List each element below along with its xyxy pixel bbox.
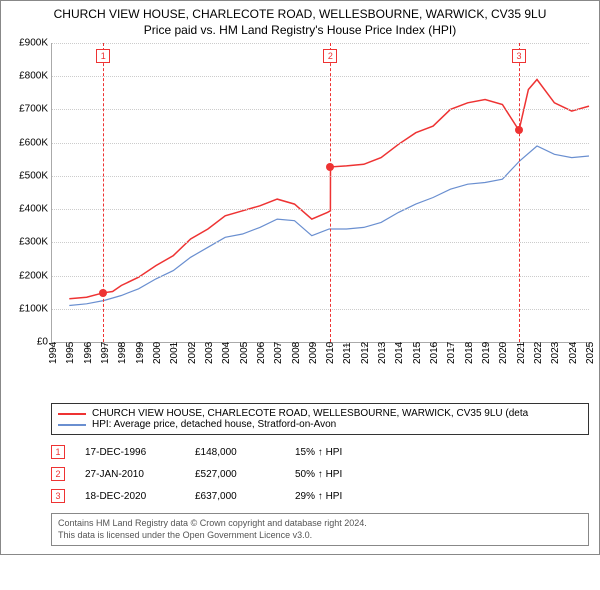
legend-row: CHURCH VIEW HOUSE, CHARLECOTE ROAD, WELL… [58,408,582,419]
legend-swatch [58,424,86,426]
event-marker-line: 3 [519,43,520,342]
event-num-badge: 3 [51,489,65,503]
legend-label: CHURCH VIEW HOUSE, CHARLECOTE ROAD, WELL… [92,408,528,419]
x-axis-label: 2013 [377,342,388,364]
x-axis-label: 2008 [291,342,302,364]
y-axis-label: £100K [4,303,48,314]
y-gridline [52,209,589,210]
x-axis-label: 2018 [464,342,475,364]
x-axis-label: 2014 [394,342,405,364]
footer-line1: Contains HM Land Registry data © Crown c… [58,518,582,530]
y-axis-label: £900K [4,38,48,49]
event-price: £637,000 [195,491,275,502]
title-block: CHURCH VIEW HOUSE, CHARLECOTE ROAD, WELL… [1,1,599,39]
event-row: 3 18-DEC-2020 £637,000 29% ↑ HPI [51,485,589,507]
x-axis-label: 2006 [256,342,267,364]
title-line1: CHURCH VIEW HOUSE, CHARLECOTE ROAD, WELL… [5,7,595,21]
event-price: £148,000 [195,447,275,458]
chart-area: £0 £100K £200K £300K £400K £500K £600K £700K £80… [1,39,599,399]
y-gridline [52,309,589,310]
x-axis-label: 2012 [360,342,371,364]
x-axis-label: 2001 [169,342,180,364]
event-date: 18-DEC-2020 [85,491,175,502]
legend-label: HPI: Average price, detached house, Stra… [92,419,336,430]
chart-container: CHURCH VIEW HOUSE, CHARLECOTE ROAD, WELL… [0,0,600,555]
series-line-price_paid [69,80,589,299]
legend-swatch [58,413,86,415]
event-row: 1 17-DEC-1996 £148,000 15% ↑ HPI [51,441,589,463]
y-axis-label: £600K [4,137,48,148]
y-gridline [52,276,589,277]
y-axis-label: £500K [4,170,48,181]
x-axis-label: 2004 [221,342,232,364]
y-axis-label: £400K [4,204,48,215]
x-axis-label: 1994 [48,342,59,364]
event-marker-dot [515,126,523,134]
events-table: 1 17-DEC-1996 £148,000 15% ↑ HPI 2 27-JAN-201… [51,441,589,507]
x-axis-label: 1997 [100,342,111,364]
y-axis-label: £0 [4,337,48,348]
y-axis-label: £300K [4,237,48,248]
event-delta: 50% ↑ HPI [295,469,342,480]
x-axis-label: 1998 [117,342,128,364]
legend-row: HPI: Average price, detached house, Stra… [58,419,582,430]
y-gridline [52,76,589,77]
x-axis-label: 2007 [273,342,284,364]
event-marker-badge: 3 [512,49,526,63]
x-axis-label: 2017 [446,342,457,364]
x-axis-label: 1999 [135,342,146,364]
x-axis-label: 2000 [152,342,163,364]
x-axis-label: 2015 [412,342,423,364]
event-marker-line: 1 [103,43,104,342]
event-date: 17-DEC-1996 [85,447,175,458]
event-price: £527,000 [195,469,275,480]
footer-line2: This data is licensed under the Open Gov… [58,530,582,542]
title-line2: Price paid vs. HM Land Registry's House … [5,23,595,37]
x-axis-label: 2003 [204,342,215,364]
x-axis-label: 2023 [550,342,561,364]
y-gridline [52,143,589,144]
y-axis-label: £700K [4,104,48,115]
event-num-badge: 1 [51,445,65,459]
event-date: 27-JAN-2010 [85,469,175,480]
legend-box: CHURCH VIEW HOUSE, CHARLECOTE ROAD, WELL… [51,403,589,435]
x-axis-label: 2002 [187,342,198,364]
y-gridline [52,109,589,110]
x-axis-label: 2011 [342,342,353,364]
y-axis-label: £200K [4,270,48,281]
x-axis-label: 2019 [481,342,492,364]
y-gridline [52,242,589,243]
x-axis-label: 2016 [429,342,440,364]
x-axis-label: 2005 [239,342,250,364]
x-axis-label: 2024 [568,342,579,364]
y-axis-label: £800K [4,71,48,82]
event-marker-line: 2 [330,43,331,342]
x-axis-label: 2020 [498,342,509,364]
event-marker-dot [326,163,334,171]
x-axis-label: 2025 [585,342,596,364]
footer-attribution: Contains HM Land Registry data © Crown c… [51,513,589,546]
y-gridline [52,176,589,177]
event-marker-badge: 2 [323,49,337,63]
plot-region: £0£100K£200K£300K£400K£500K£600K£700K£80… [51,43,589,343]
x-axis-label: 2022 [533,342,544,364]
event-delta: 29% ↑ HPI [295,491,342,502]
event-row: 2 27-JAN-2010 £527,000 50% ↑ HPI [51,463,589,485]
x-axis-label: 2009 [308,342,319,364]
x-axis-label: 2010 [325,342,336,364]
x-axis-label: 2021 [516,342,527,364]
x-axis-label: 1996 [83,342,94,364]
event-marker-dot [99,289,107,297]
event-delta: 15% ↑ HPI [295,447,342,458]
y-gridline [52,43,589,44]
chart-lines [52,43,589,342]
event-num-badge: 2 [51,467,65,481]
x-axis-label: 1995 [65,342,76,364]
event-marker-badge: 1 [96,49,110,63]
